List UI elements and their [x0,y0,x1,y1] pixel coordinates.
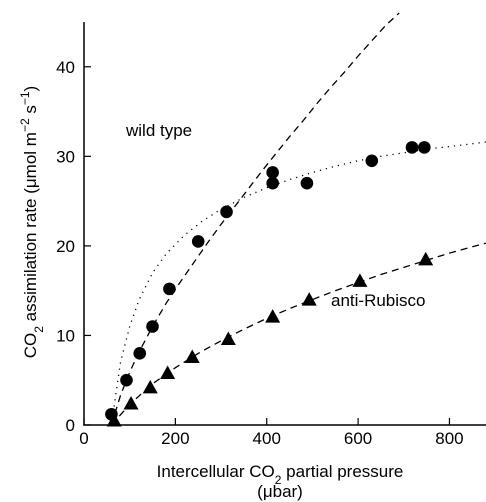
anti-rubisco-point [418,251,434,266]
annotation-anti-rubisco: anti-Rubisco [331,291,426,310]
anti-rubisco-point [106,413,122,427]
axes [83,22,486,426]
annotation-wild-type: wild type [125,121,192,140]
wild-type-point [191,235,205,248]
y-tick-label: 10 [56,326,75,345]
x-tick-label: 200 [161,429,189,448]
x-tick-label: 800 [435,429,463,448]
data-markers [105,141,434,427]
y-axis-title: CO2 assimilation rate (μmol m−2 s−1) [18,86,46,358]
y-tick-label: 0 [66,416,75,435]
wild-type-point [418,141,431,154]
x-tick-label: 0 [79,429,88,448]
wild-type-point [146,320,159,333]
wild-type-point [133,347,147,360]
x-axis-title-unit: (μbar) [257,482,303,501]
ticks: 0 200 400 600 800 0 10 20 30 40 [56,58,464,448]
wild-type-point [120,373,133,387]
fit-curve-1 [110,12,400,425]
anti-rubisco-point [142,379,158,394]
wild-type-point [365,154,379,168]
wild-type-point [220,205,233,219]
y-tick-label: 40 [56,58,75,77]
anti-rubisco-point [160,365,176,380]
wild-type-point [266,166,279,179]
wild-type-point [266,176,279,190]
x-tick-label: 600 [344,429,372,448]
anti-rubisco-point [220,331,236,346]
x-axis-title: Intercellular CO2 partial pressure [157,462,404,487]
wild-type-point [163,282,176,296]
anti-rubisco-point [123,396,139,410]
fit-curve-3 [110,242,486,425]
anti-rubisco-point [352,273,368,287]
y-tick-label: 20 [56,237,75,256]
anti-rubisco-point [265,309,281,323]
anti-rubisco-point [301,292,317,306]
anti-rubisco-point [184,349,200,363]
y-tick-label: 30 [56,147,75,166]
wild-type-point [300,176,314,190]
wild-type-point [405,141,419,154]
x-tick-label: 400 [253,429,281,448]
fit-curves [110,12,486,425]
